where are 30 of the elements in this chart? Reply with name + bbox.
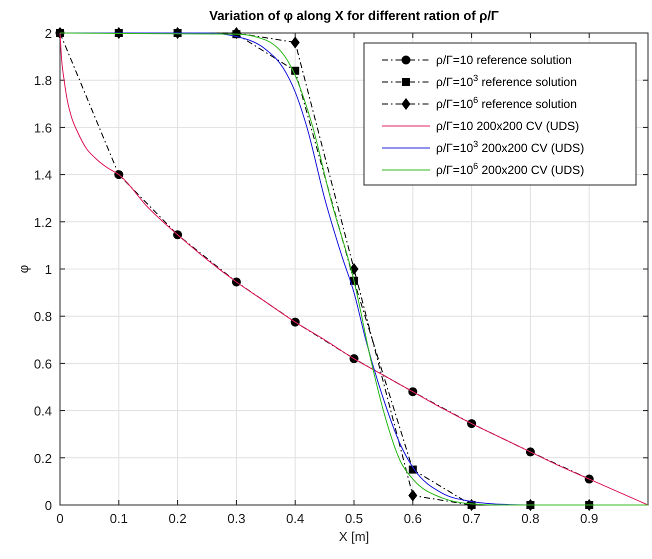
x-tick-label: 0.6 [404, 511, 422, 526]
x-tick-label: 0.4 [286, 511, 304, 526]
x-tick-label: 0.8 [521, 511, 540, 526]
legend-label: ρ/Γ=10$^{3}$ 200x200 CV (UDS) [436, 139, 584, 155]
y-tick-label: 1.6 [34, 120, 52, 136]
x-tick-label: 0.1 [110, 511, 128, 526]
legend-label: ρ/Γ=10$^{6}$ 200x200 CV (UDS) [436, 161, 584, 177]
y-tick-label: 2 [44, 26, 52, 41]
y-tick-label: 0.6 [34, 356, 52, 372]
legend-label: ρ/Γ=10$^{3}$ reference solution [436, 73, 577, 89]
x-axis-title: X [m] [338, 529, 370, 544]
legend-label: ρ/Γ=10$^{6}$ reference solution [436, 95, 577, 111]
y-tick-label: 0.8 [34, 309, 52, 324]
x-tick-label: 0 [56, 511, 64, 526]
x-tick-label: 0.9 [580, 511, 598, 526]
y-tick-label: 1.2 [34, 214, 52, 230]
x-tick-label: 0.5 [344, 511, 364, 526]
y-tick-label: 0.2 [34, 450, 52, 466]
y-tick-label: 1.4 [34, 168, 52, 183]
x-tick-label: 0.7 [462, 511, 481, 526]
legend-label: ρ/Γ=10 reference solution [436, 53, 572, 67]
y-tick-label: 0.4 [34, 404, 52, 419]
y-axis-title: φ [16, 264, 31, 274]
chart-title: Variation of φ along X for different ration of ρ/Γ [209, 8, 499, 23]
x-tick-label: 0.3 [227, 511, 246, 526]
legend-label: ρ/Γ=10 200x200 CV (UDS) [436, 119, 580, 133]
y-tick-label: 0 [44, 498, 52, 513]
x-tick-label: 0.2 [168, 511, 187, 526]
y-tick-label: 1 [44, 262, 52, 277]
y-tick-label: 1.8 [34, 73, 52, 88]
